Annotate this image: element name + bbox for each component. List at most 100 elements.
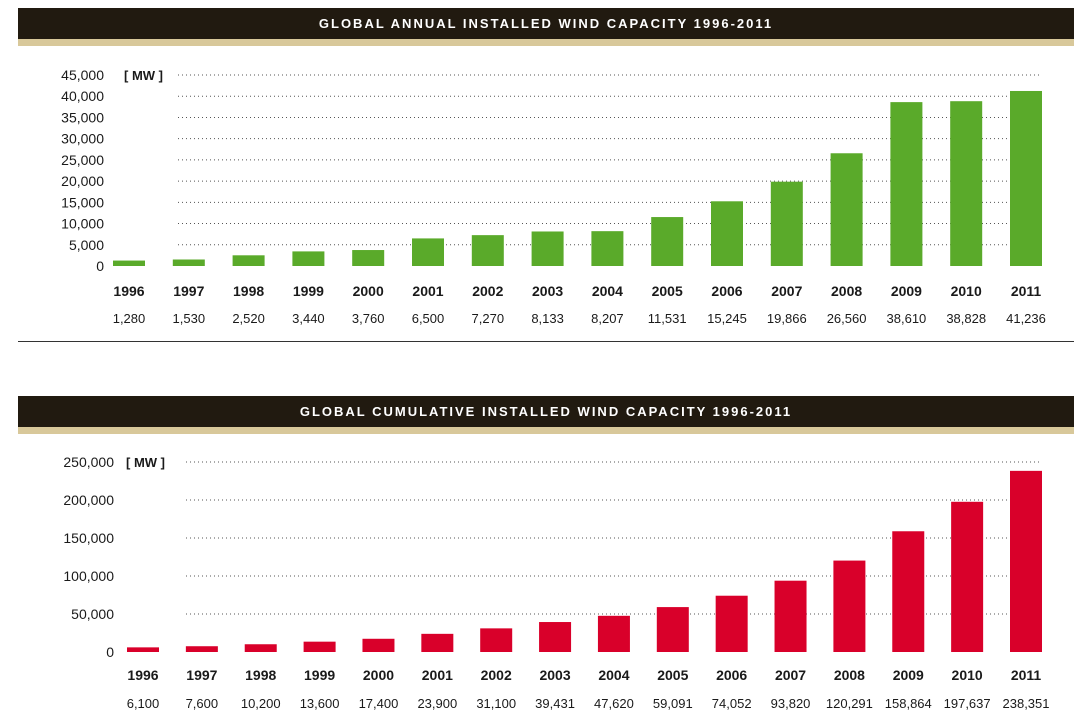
unit-label: [ MW ] (126, 455, 165, 470)
data-label: 197,637 (944, 696, 991, 711)
x-tick-label: 1998 (245, 667, 276, 683)
bar-2006 (715, 595, 748, 652)
data-label: 1,280 (113, 311, 146, 326)
bar-2000 (352, 250, 385, 266)
data-label: 47,620 (594, 696, 634, 711)
data-label: 8,133 (531, 311, 564, 326)
data-label: 15,245 (707, 311, 747, 326)
data-label: 39,431 (535, 696, 575, 711)
x-tick-label: 2003 (539, 667, 570, 683)
y-tick-label: 0 (96, 258, 104, 274)
bar-2007 (770, 181, 803, 266)
bar-2010 (950, 101, 983, 266)
bar-2001 (421, 633, 454, 652)
x-tick-label: 2002 (472, 283, 503, 299)
bar-2011 (1010, 470, 1042, 652)
y-tick-label: 150,000 (63, 530, 114, 546)
y-tick-label: 35,000 (61, 109, 104, 125)
bar-2000 (362, 638, 395, 652)
x-tick-label: 1996 (113, 283, 144, 299)
y-tick-label: 45,000 (61, 67, 104, 83)
cumulative-chart-title: GLOBAL CUMULATIVE INSTALLED WIND CAPACIT… (299, 404, 793, 419)
data-label: 31,100 (476, 696, 516, 711)
bar-2008 (833, 560, 866, 652)
x-tick-label: 1996 (127, 667, 158, 683)
data-label: 6,500 (412, 311, 445, 326)
x-tick-label: 2004 (598, 667, 629, 683)
y-tick-label: 5,000 (69, 237, 104, 253)
bar-2011 (1010, 90, 1042, 266)
data-label: 93,820 (771, 696, 811, 711)
data-label: 3,760 (352, 311, 385, 326)
data-label: 7,270 (472, 311, 505, 326)
data-label: 120,291 (826, 696, 873, 711)
annual-chart-title: GLOBAL ANNUAL INSTALLED WIND CAPACITY 19… (318, 16, 774, 31)
data-label: 10,200 (241, 696, 281, 711)
y-tick-label: 250,000 (63, 454, 114, 470)
x-tick-label: 2009 (891, 283, 922, 299)
x-tick-label: 2010 (951, 283, 982, 299)
y-tick-label: 10,000 (61, 216, 104, 232)
bar-1999 (292, 251, 325, 266)
bar-1998 (244, 644, 277, 652)
annual-chart-banner: GLOBAL ANNUAL INSTALLED WIND CAPACITY 19… (18, 8, 1074, 46)
x-tick-label: 2011 (1011, 667, 1042, 683)
annual-capacity-chart: 0 5,000 10,000 15,000 20,000 25,000 30,000 35,0… (0, 46, 1074, 338)
x-tick-label: 1998 (233, 283, 264, 299)
data-label: 1,530 (173, 311, 206, 326)
data-label: 3,440 (292, 311, 325, 326)
cumulative-chart-banner: GLOBAL CUMULATIVE INSTALLED WIND CAPACIT… (18, 396, 1074, 434)
bar-2002 (471, 235, 504, 266)
bar-2003 (531, 231, 564, 266)
bar-2009 (890, 102, 923, 266)
chart-svg: 0 5,000 10,000 15,000 20,000 25,000 30,000 35,0… (61, 67, 1046, 326)
data-label: 74,052 (712, 696, 752, 711)
bar-2006 (711, 201, 743, 266)
bar-2003 (539, 622, 572, 652)
cumulative-capacity-chart: 0 50,000 100,000 150,000 200,000 250,000 [ MW … (0, 434, 1074, 718)
data-label: 41,236 (1006, 311, 1046, 326)
bar-1996 (113, 260, 145, 266)
chart-svg: 0 50,000 100,000 150,000 200,000 250,000 [ MW … (63, 454, 1050, 711)
data-label: 7,600 (186, 696, 219, 711)
bar-1997 (185, 646, 218, 652)
bar-2009 (892, 531, 925, 652)
bar-1998 (232, 255, 265, 266)
bar-2004 (597, 615, 630, 652)
bar-2002 (480, 628, 513, 652)
data-label: 2,520 (232, 311, 265, 326)
bar-1999 (303, 641, 336, 652)
bar-2010 (951, 501, 984, 652)
x-tick-label: 2007 (775, 667, 806, 683)
unit-label: [ MW ] (124, 68, 163, 83)
y-tick-label: 50,000 (71, 606, 114, 622)
bar-2005 (651, 217, 684, 266)
x-tick-label: 2001 (422, 667, 453, 683)
data-label: 38,610 (887, 311, 927, 326)
x-tick-label: 2005 (652, 283, 683, 299)
data-label: 13,600 (300, 696, 340, 711)
x-tick-label: 2002 (481, 667, 512, 683)
x-tick-label: 2000 (353, 283, 384, 299)
x-tick-label: 2009 (893, 667, 924, 683)
x-tick-label: 2001 (412, 283, 443, 299)
x-tick-label: 2007 (771, 283, 802, 299)
bar-2008 (830, 153, 863, 266)
x-tick-label: 2006 (711, 283, 742, 299)
data-label: 8,207 (591, 311, 624, 326)
y-tick-label: 100,000 (63, 568, 114, 584)
x-tick-label: 1999 (293, 283, 324, 299)
x-tick-label: 2005 (657, 667, 688, 683)
x-tick-label: 1997 (186, 667, 217, 683)
section-divider (18, 341, 1074, 342)
data-label: 158,864 (885, 696, 932, 711)
x-tick-label: 2003 (532, 283, 563, 299)
bar-1997 (172, 259, 205, 266)
y-tick-label: 30,000 (61, 131, 104, 147)
data-label: 59,091 (653, 696, 693, 711)
data-label: 238,351 (1003, 696, 1050, 711)
data-label: 6,100 (127, 696, 160, 711)
y-tick-label: 200,000 (63, 492, 114, 508)
data-label: 19,866 (767, 311, 807, 326)
data-label: 26,560 (827, 311, 867, 326)
